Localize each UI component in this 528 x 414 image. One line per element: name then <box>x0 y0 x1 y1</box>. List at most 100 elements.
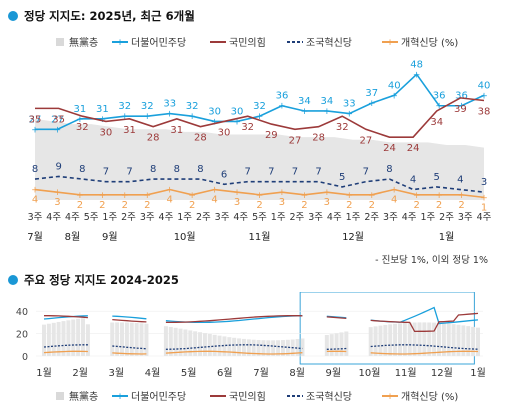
bar-none <box>373 326 378 356</box>
bar-none <box>329 334 334 356</box>
x-tick-label: 2주 <box>364 212 379 223</box>
legend-label-reform: 개혁신당 (%) <box>401 391 458 403</box>
point-reform: + <box>458 191 466 201</box>
point-dem: + <box>54 125 62 135</box>
month-label: 7월 <box>253 367 269 379</box>
data-label-dem: 40 <box>388 80 401 91</box>
data-label-reform: 2 <box>458 200 464 211</box>
point-reform: + <box>54 188 62 198</box>
data-label-rk: 8 <box>79 164 85 175</box>
bar-none <box>295 339 300 356</box>
bar-none <box>344 331 349 356</box>
bar-none <box>168 326 173 356</box>
bar-none <box>110 322 115 356</box>
point-reform: + <box>435 191 443 201</box>
x-tick-label: 3주 <box>383 212 398 223</box>
data-label-dem: 40 <box>478 80 491 91</box>
x-tick-label: 4주 <box>46 212 61 223</box>
bar-none <box>388 324 393 356</box>
bar-none <box>76 318 81 356</box>
point-reform: + <box>143 191 151 201</box>
data-label-rk: 4 <box>457 175 463 186</box>
top-chart: 無黨층 + 더불어민주당 국민의힘 조국혁신당 + 개혁신당 (%)+27+27 +31+31… <box>27 36 492 243</box>
legend-label-dem: 더불어민주당 <box>131 391 186 403</box>
bar-none <box>466 326 471 356</box>
x-tick-label: 5주 <box>252 212 267 223</box>
data-label-rk: 8 <box>32 164 38 175</box>
y-tick-label: 40 <box>16 307 28 318</box>
point-dem: + <box>458 102 466 112</box>
x-tick-label: 1주 <box>177 212 192 223</box>
bar-none <box>451 324 456 356</box>
data-label-dem: 33 <box>163 99 176 110</box>
data-label-rk: 7 <box>268 167 274 178</box>
data-label-rk: 3 <box>481 177 487 188</box>
data-label-ppp: 32 <box>76 122 89 133</box>
data-label-reform: 2 <box>256 200 262 211</box>
month-label: 12월 <box>431 367 453 379</box>
bar-none <box>280 340 285 356</box>
point-dem: + <box>368 99 376 109</box>
bar-none <box>193 331 198 356</box>
x-tick-label: 2주 <box>290 212 305 223</box>
bar-none <box>427 322 432 356</box>
bar-none <box>407 322 412 356</box>
bar-none <box>276 340 281 356</box>
bar-none <box>115 322 120 356</box>
bar-none <box>285 339 290 356</box>
legend-swatch-none <box>56 38 64 46</box>
legend-marker-reform: + <box>386 38 394 48</box>
point-reform: + <box>323 188 331 198</box>
bar-none <box>393 323 398 356</box>
month-label: 2월 <box>72 367 88 379</box>
bar-none <box>412 322 417 356</box>
bar-none <box>378 325 383 356</box>
data-label-dem: 27 <box>29 114 42 125</box>
bar-none <box>202 333 207 356</box>
data-label-ppp: 24 <box>383 143 396 154</box>
x-tick-label: 3주 <box>140 212 155 223</box>
bar-none <box>46 323 51 356</box>
bar-none <box>42 324 46 356</box>
data-label-reform: 2 <box>301 200 307 211</box>
bar-none <box>173 327 178 356</box>
bar-none <box>417 322 422 356</box>
y-tick-label: 0 <box>22 352 28 363</box>
data-label-reform: 3 <box>234 197 240 208</box>
data-label-ppp: 30 <box>100 127 113 138</box>
data-label-rk: 5 <box>434 172 440 183</box>
point-dem: + <box>256 112 264 122</box>
point-reform: + <box>76 191 84 201</box>
series-line-dem <box>35 73 485 131</box>
x-tick-label: 3주 <box>308 212 323 223</box>
data-label-rk: 8 <box>197 164 203 175</box>
bar-none <box>432 322 437 356</box>
month-label: 3월 <box>109 367 125 379</box>
data-label-dem: 36 <box>433 91 446 102</box>
bar-none <box>232 337 237 356</box>
x-tick-label: 2주 <box>439 212 454 223</box>
point-reform: + <box>390 186 398 196</box>
legend-label-ppp: 국민의힘 <box>229 37 266 49</box>
bar-none <box>222 336 227 356</box>
data-label-reform: 2 <box>189 200 195 211</box>
bar-none <box>339 332 344 356</box>
data-label-reform: 3 <box>279 197 285 208</box>
x-tick-label: 2주 <box>121 212 136 223</box>
data-label-reform: 3 <box>324 197 330 208</box>
data-label-ppp: 28 <box>194 133 207 144</box>
data-label-ppp: 31 <box>123 125 136 136</box>
x-tick-label: 4주 <box>477 212 492 223</box>
month-label: 7월 <box>27 231 43 243</box>
legend-marker-reform: + <box>386 392 394 402</box>
point-reform: + <box>368 191 376 201</box>
data-label-ppp: 29 <box>265 130 278 141</box>
point-dem: + <box>76 115 84 125</box>
point-reform: + <box>413 191 421 201</box>
data-label-dem: 31 <box>74 104 87 115</box>
data-label-reform: 2 <box>77 200 83 211</box>
bar-none <box>178 328 183 356</box>
point-reform: + <box>99 191 107 201</box>
bar-none <box>134 322 139 356</box>
series-line-rk <box>34 175 485 193</box>
